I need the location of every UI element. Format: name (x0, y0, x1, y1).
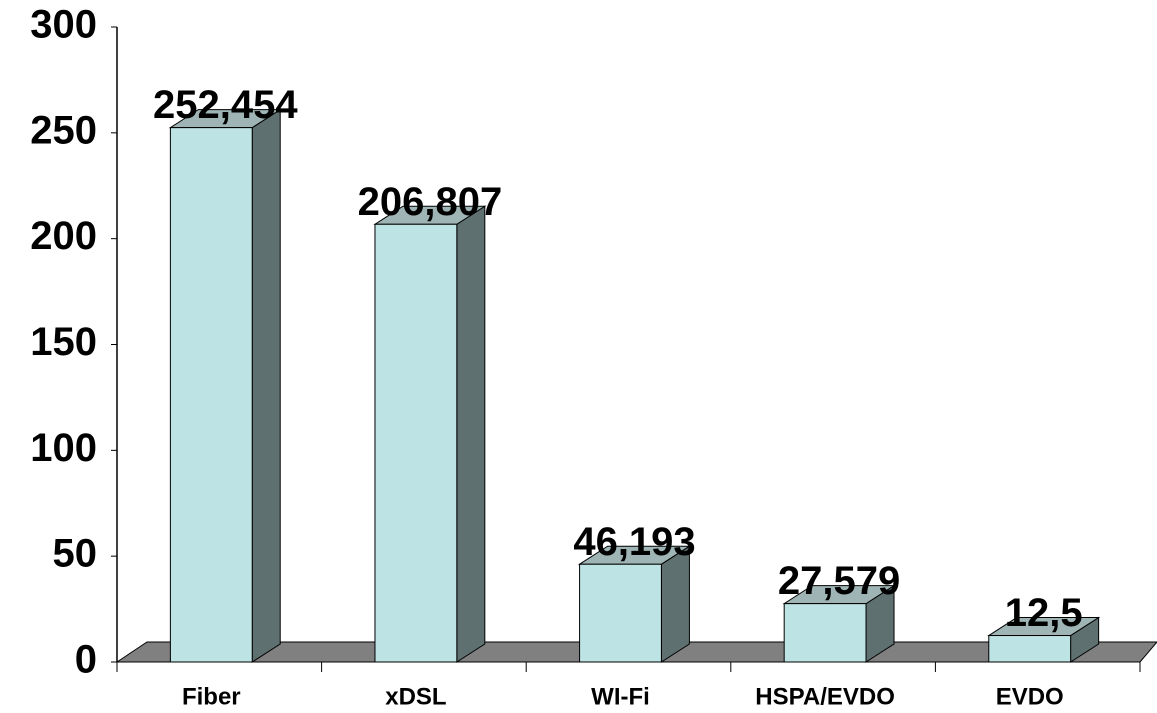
y-tick-label: 150 (30, 320, 97, 364)
bar (988, 635, 1072, 663)
bar (374, 223, 458, 663)
y-tick-label: 100 (30, 426, 97, 470)
y-tick-label: 200 (30, 214, 97, 258)
y-tick-label: 250 (30, 108, 97, 152)
y-tick-label: 300 (30, 3, 97, 47)
x-tick-label: xDSL (385, 683, 446, 710)
x-tick-label: HSPA/EVDO (755, 683, 895, 710)
data-label: 252,454 (153, 83, 298, 127)
y-tick-label: 0 (75, 638, 97, 682)
bar-side (251, 108, 281, 663)
bar (169, 127, 253, 663)
data-label: 206,807 (358, 180, 503, 224)
data-label: 27,579 (778, 559, 900, 603)
y-tick-label: 50 (53, 532, 98, 576)
bar-side (456, 205, 486, 663)
x-tick-label: EVDO (996, 683, 1064, 710)
bar (783, 603, 867, 663)
data-label: 12,5 (1005, 591, 1083, 635)
x-tick-label: WI-Fi (591, 683, 650, 710)
bar (579, 563, 662, 663)
x-tick-label: Fiber (182, 683, 241, 710)
data-label: 46,193 (573, 520, 695, 564)
